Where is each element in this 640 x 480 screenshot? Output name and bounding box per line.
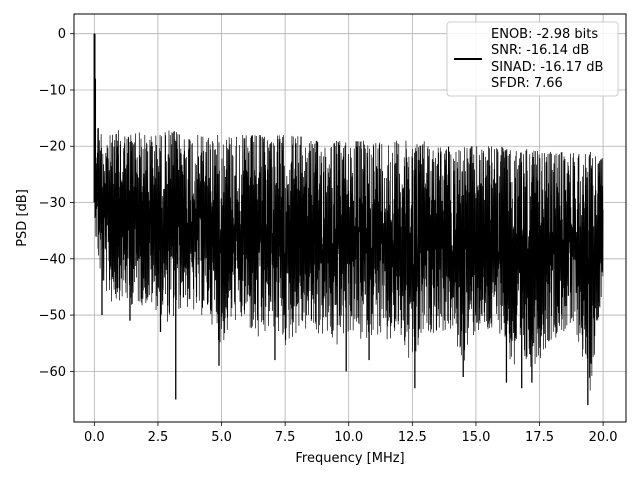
legend-snr: SNR: -16.14 dB [491, 43, 589, 58]
y-axis-title: PSD [dB] [15, 189, 30, 247]
x-tick-label: 20.0 [589, 430, 618, 445]
psd-trace [94, 77, 604, 391]
x-tick-label: 17.5 [525, 430, 554, 445]
x-tick-label: 12.5 [398, 430, 427, 445]
y-tick-label: −30 [39, 196, 66, 211]
axes-frame [73, 13, 627, 423]
y-tick-label: −60 [39, 365, 66, 380]
plot-series [93, 33, 604, 406]
x-tick-label: 5.0 [211, 430, 232, 445]
legend-sfdr: SFDR: 7.66 [491, 76, 563, 91]
x-tick-label: 10.0 [334, 430, 363, 445]
y-tick-label: −40 [39, 252, 66, 267]
legend-sinad: SINAD: -16.17 dB [491, 60, 603, 75]
y-tick-label: 0 [58, 27, 66, 42]
y-axis: 0 −10 −20 −30 −40 −50 −60 [39, 27, 74, 380]
x-tick-label: 2.5 [148, 430, 169, 445]
x-axis: 0.0 2.5 5.0 7.5 10.0 12.5 15.0 17.5 20.0 [84, 422, 618, 445]
legend-enob: ENOB: -2.98 bits [491, 27, 598, 42]
x-tick-label: 7.5 [275, 430, 296, 445]
y-tick-label: −10 [39, 83, 66, 98]
y-tick-label: −50 [39, 309, 66, 324]
legend: ENOB: -2.98 bits SNR: -16.14 dB SINAD: -… [446, 21, 619, 97]
x-tick-label: 15.0 [461, 430, 490, 445]
legend-box [446, 21, 619, 97]
x-axis-title: Frequency [MHz] [295, 451, 404, 466]
x-tick-label: 0.0 [84, 430, 105, 445]
y-tick-label: −20 [39, 140, 66, 155]
